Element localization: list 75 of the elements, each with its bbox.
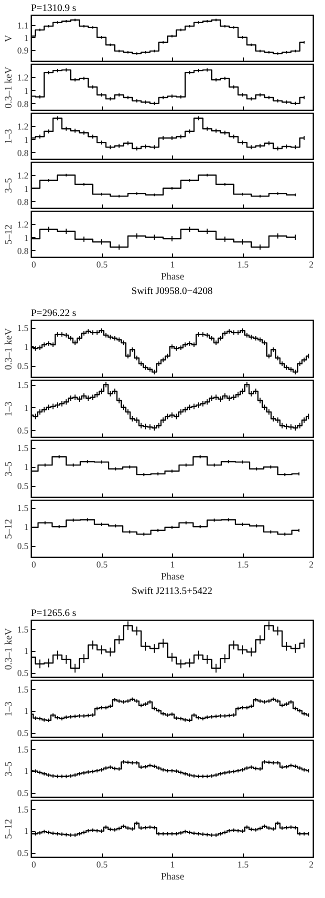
y-tick-label: 0.8 bbox=[17, 148, 29, 158]
y-axis-title: 1–3 bbox=[3, 402, 14, 416]
x-tick-label: 2 bbox=[309, 860, 314, 870]
chart-title: Swift J0958.0−4208 bbox=[131, 286, 213, 297]
y-tick-label: 1.5 bbox=[17, 804, 29, 814]
y-tick-label: 0.5 bbox=[17, 541, 29, 552]
x-tick-label: 0 bbox=[32, 560, 36, 570]
y-axis-title: 3–5 bbox=[3, 762, 14, 776]
y-axis-title: 0.3–1 keV bbox=[3, 327, 14, 370]
y-tick-label: 1.5 bbox=[17, 503, 29, 514]
x-axis-title: Phase bbox=[160, 572, 185, 582]
y-axis-title: 3–5 bbox=[3, 178, 14, 193]
y-axis-title: 5–12 bbox=[3, 224, 14, 244]
x-tick-label: 1.5 bbox=[237, 860, 250, 870]
x-tick-label: 1 bbox=[170, 260, 175, 270]
y-tick-label: 0.8 bbox=[17, 246, 29, 256]
y-tick-label: 0.5 bbox=[17, 481, 29, 492]
x-tick-label: 1 bbox=[170, 560, 175, 570]
y-tick-label: 1 bbox=[24, 232, 28, 243]
chart-subtitle: P=1310.9 s bbox=[31, 3, 76, 14]
x-tick-label: 0.5 bbox=[96, 860, 108, 870]
y-tick-label: 0.8 bbox=[17, 196, 29, 207]
y-tick-label: 1.5 bbox=[17, 744, 29, 754]
y-tick-label: 1.2 bbox=[17, 122, 28, 132]
y-tick-label: 1 bbox=[24, 342, 28, 352]
y-tick-label: 1.5 bbox=[17, 684, 29, 694]
y-tick-label: 1 bbox=[24, 462, 28, 472]
y-tick-label: 1.5 bbox=[17, 624, 29, 634]
y-tick-label: 0.5 bbox=[17, 426, 29, 436]
y-tick-label: 1 bbox=[24, 522, 28, 532]
y-tick-label: 1 bbox=[24, 706, 28, 716]
x-tick-label: 2 bbox=[309, 560, 314, 570]
y-axis-title: 3–5 bbox=[3, 462, 14, 476]
x-tick-label: 0 bbox=[32, 860, 36, 870]
x-tick-label: 2 bbox=[309, 260, 314, 270]
y-axis-title: 5–12 bbox=[3, 819, 14, 839]
y-tick-label: 0.5 bbox=[17, 848, 29, 858]
y-axis-title: 0.3–1 keV bbox=[3, 627, 14, 670]
y-axis-title: 0.3–1 keV bbox=[3, 66, 14, 108]
y-axis-title: 1–3 bbox=[3, 702, 14, 716]
y-tick-label: 1.2 bbox=[17, 170, 28, 181]
y-tick-label: 1 bbox=[24, 86, 28, 96]
y-tick-label: 0.5 bbox=[17, 361, 29, 372]
y-tick-label: 1 bbox=[24, 184, 28, 194]
x-tick-label: 1.5 bbox=[237, 560, 250, 570]
y-tick-label: 1.5 bbox=[17, 380, 29, 390]
y-tick-label: 1 bbox=[24, 766, 28, 776]
x-tick-label: 0 bbox=[32, 260, 36, 270]
y-tick-label: 0.5 bbox=[17, 668, 29, 678]
y-tick-label: 1.1 bbox=[17, 20, 28, 30]
x-tick-label: 0.5 bbox=[96, 260, 108, 270]
x-axis-title: Phase bbox=[160, 272, 185, 282]
y-tick-label: 0.5 bbox=[17, 788, 29, 798]
y-axis-title: V bbox=[3, 34, 14, 42]
x-tick-label: 1 bbox=[170, 860, 175, 870]
y-tick-label: 0.8 bbox=[17, 98, 29, 109]
y-tick-label: 1 bbox=[24, 134, 28, 145]
x-tick-label: 0.5 bbox=[96, 560, 108, 570]
y-tick-label: 1 bbox=[24, 402, 28, 413]
y-tick-label: 1.5 bbox=[17, 443, 29, 454]
x-tick-label: 1.5 bbox=[237, 260, 250, 270]
chart-title: Swift J2113.5+5422 bbox=[132, 586, 212, 597]
chart-subtitle: P=1265.6 s bbox=[31, 608, 76, 619]
chart-subtitle: P=296.22 s bbox=[31, 308, 76, 319]
y-tick-label: 1.5 bbox=[17, 323, 29, 334]
y-tick-label: 0.9 bbox=[17, 45, 29, 56]
y-tick-label: 1 bbox=[24, 32, 28, 43]
y-tick-label: 1.2 bbox=[17, 220, 28, 230]
x-axis-title: Phase bbox=[160, 872, 185, 882]
y-axis-title: 5–12 bbox=[3, 519, 14, 539]
y-tick-label: 1 bbox=[24, 826, 28, 836]
y-axis-title: 1–3 bbox=[3, 129, 14, 144]
y-tick-label: 1 bbox=[24, 646, 28, 656]
y-tick-label: 0.5 bbox=[17, 728, 29, 738]
y-tick-label: 1.2 bbox=[17, 72, 28, 83]
